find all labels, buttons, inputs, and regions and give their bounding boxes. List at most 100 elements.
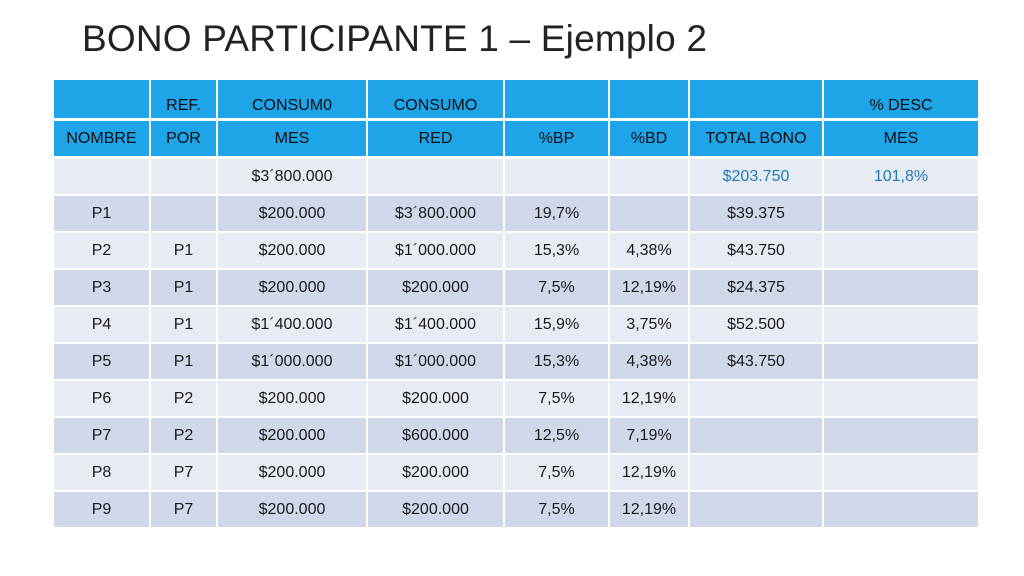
cell-desc-mes — [822, 305, 980, 344]
cell-desc-mes — [822, 194, 980, 233]
cell-bd: 12,19% — [608, 490, 690, 529]
cell-ref-por: P2 — [149, 416, 218, 455]
table-row: P4 P1 $1´400.000 $1´400.000 15,9% 3,75% $52.50… — [52, 305, 980, 344]
cell-consumo-red: $3´800.000 — [366, 194, 505, 233]
cell-bp: 7,5% — [503, 490, 610, 529]
cell-consumo-red: CONSUMO — [366, 78, 505, 121]
cell-total-bono — [688, 379, 824, 418]
cell-nombre: P8 — [52, 453, 151, 492]
cell-consumo-red: $1´000.000 — [366, 342, 505, 381]
cell-nombre: P1 — [52, 194, 151, 233]
cell-nombre: P9 — [52, 490, 151, 529]
cell-ref-por: P7 — [149, 453, 218, 492]
cell-consumo-red: $200.000 — [366, 453, 505, 492]
cell-bp: 15,3% — [503, 231, 610, 270]
cell-ref-por: REF. — [149, 78, 218, 121]
cell-nombre: P3 — [52, 268, 151, 307]
cell-nombre: P4 — [52, 305, 151, 344]
table-row: P5 P1 $1´000.000 $1´000.000 15,3% 4,38% $43.75… — [52, 342, 980, 381]
cell-ref-por: POR — [149, 118, 218, 159]
cell-bd: 4,38% — [608, 231, 690, 270]
cell-ref-por: P2 — [149, 379, 218, 418]
cell-bp — [503, 156, 610, 196]
cell-bd: 3,75% — [608, 305, 690, 344]
cell-desc-mes — [822, 453, 980, 492]
cell-ref-por: P1 — [149, 305, 218, 344]
cell-desc-mes — [822, 416, 980, 455]
cell-bd — [608, 194, 690, 233]
table-row: P1 $200.000 $3´800.000 19,7% $39.375 — [52, 194, 980, 233]
cell-bp: 7,5% — [503, 268, 610, 307]
cell-nombre: P5 — [52, 342, 151, 381]
cell-nombre: P7 — [52, 416, 151, 455]
cell-bd — [608, 156, 690, 196]
cell-total-bono — [688, 416, 824, 455]
cell-ref-por — [149, 156, 218, 196]
cell-bp: 19,7% — [503, 194, 610, 233]
cell-nombre: P6 — [52, 379, 151, 418]
cell-consumo-mes: $200.000 — [216, 416, 368, 455]
cell-total-bono: $43.750 — [688, 231, 824, 270]
cell-nombre: P2 — [52, 231, 151, 270]
cell-consumo-red: $1´400.000 — [366, 305, 505, 344]
cell-bp: 7,5% — [503, 453, 610, 492]
cell-total-bono: TOTAL BONO — [688, 118, 824, 159]
cell-total-bono: $52.500 — [688, 305, 824, 344]
cell-bp: %BP — [503, 118, 610, 159]
cell-consumo-red: $200.000 — [366, 490, 505, 529]
table-row: P7 P2 $200.000 $600.000 12,5% 7,19% — [52, 416, 980, 455]
cell-total-bono: $24.375 — [688, 268, 824, 307]
cell-consumo-mes: $1´400.000 — [216, 305, 368, 344]
cell-bp — [503, 78, 610, 121]
cell-ref-por: P1 — [149, 231, 218, 270]
cell-bp: 15,3% — [503, 342, 610, 381]
cell-consumo-red: RED — [366, 118, 505, 159]
cell-consumo-mes: $3´800.000 — [216, 156, 368, 196]
cell-desc-mes — [822, 342, 980, 381]
cell-desc-mes: % DESC — [822, 78, 980, 121]
cell-consumo-mes: $200.000 — [216, 231, 368, 270]
cell-consumo-red — [366, 156, 505, 196]
cell-consumo-mes: MES — [216, 118, 368, 159]
cell-desc-mes — [822, 268, 980, 307]
cell-desc-mes: 101,8% — [822, 156, 980, 196]
slide-title: BONO PARTICIPANTE 1 – Ejemplo 2 — [82, 18, 708, 59]
cell-bd: 12,19% — [608, 379, 690, 418]
cell-nombre — [52, 78, 151, 121]
cell-desc-mes — [822, 379, 980, 418]
cell-desc-mes — [822, 231, 980, 270]
cell-consumo-mes: CONSUM0 — [216, 78, 368, 121]
cell-consumo-mes: $200.000 — [216, 268, 368, 307]
cell-ref-por — [149, 194, 218, 233]
cell-consumo-mes: $200.000 — [216, 379, 368, 418]
cell-consumo-mes: $1´000.000 — [216, 342, 368, 381]
table-row: $3´800.000 $203.750 101,8% — [52, 156, 980, 196]
cell-consumo-red: $200.000 — [366, 379, 505, 418]
cell-nombre — [52, 156, 151, 196]
cell-ref-por: P1 — [149, 342, 218, 381]
table-row: P8 P7 $200.000 $200.000 7,5% 12,19% — [52, 453, 980, 492]
cell-total-bono — [688, 78, 824, 121]
cell-total-bono — [688, 453, 824, 492]
cell-total-bono: $39.375 — [688, 194, 824, 233]
table-row: P2 P1 $200.000 $1´000.000 15,3% 4,38% $43.750 — [52, 231, 980, 270]
cell-consumo-mes: $200.000 — [216, 453, 368, 492]
cell-consumo-red: $200.000 — [366, 268, 505, 307]
cell-bd: 4,38% — [608, 342, 690, 381]
table-row: P3 P1 $200.000 $200.000 7,5% 12,19% $24.375 — [52, 268, 980, 307]
cell-bd: 7,19% — [608, 416, 690, 455]
cell-consumo-mes: $200.000 — [216, 490, 368, 529]
cell-total-bono: $43.750 — [688, 342, 824, 381]
cell-bd — [608, 78, 690, 121]
cell-bp: 12,5% — [503, 416, 610, 455]
cell-bd: 12,19% — [608, 268, 690, 307]
cell-consumo-red: $600.000 — [366, 416, 505, 455]
cell-desc-mes — [822, 490, 980, 529]
table-row: P6 P2 $200.000 $200.000 7,5% 12,19% — [52, 379, 980, 418]
cell-ref-por: P1 — [149, 268, 218, 307]
cell-bp: 15,9% — [503, 305, 610, 344]
table-row: P9 P7 $200.000 $200.000 7,5% 12,19% — [52, 490, 980, 529]
cell-ref-por: P7 — [149, 490, 218, 529]
cell-desc-mes: MES — [822, 118, 980, 159]
cell-consumo-red: $1´000.000 — [366, 231, 505, 270]
